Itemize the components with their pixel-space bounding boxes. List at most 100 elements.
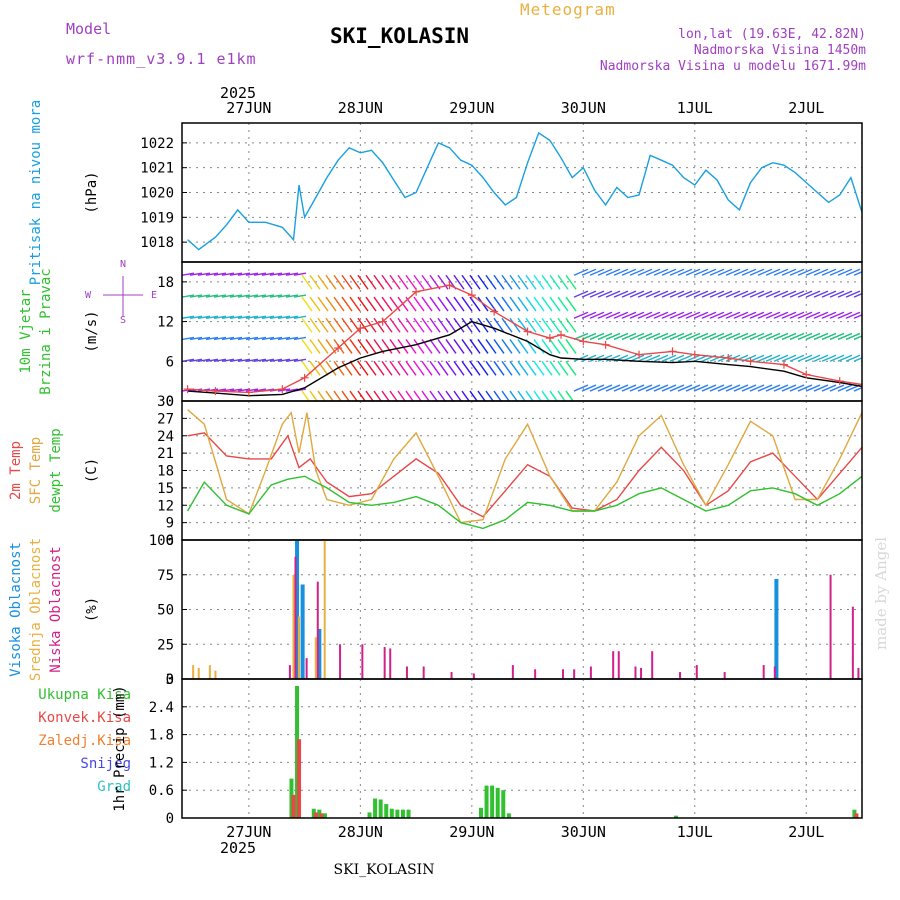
wind-arrow <box>701 384 717 392</box>
bar-precip <box>506 813 511 818</box>
wind-arrow <box>477 274 489 290</box>
wind-arrow <box>221 315 235 319</box>
wind-arrow <box>805 384 821 392</box>
panel-label: Srednja Oblacnost <box>28 538 44 681</box>
bar-precip <box>490 785 495 818</box>
wind-arrow <box>213 358 227 362</box>
wind-arrow <box>413 296 425 312</box>
wind-arrow <box>741 332 757 341</box>
wind-arrow <box>597 311 613 319</box>
wind-arrow <box>781 384 797 392</box>
wind-arrow <box>182 272 195 276</box>
panel-unit: (C) <box>84 458 100 483</box>
wind-arrow <box>453 274 465 290</box>
panel-cloud <box>181 539 863 680</box>
wind-arrow <box>357 360 369 376</box>
wind-arrow <box>365 274 377 290</box>
wind-arrow <box>485 360 497 376</box>
wind-arrow <box>605 384 621 392</box>
wind-arrow <box>677 290 693 298</box>
wind-arrow <box>853 292 862 298</box>
wind-arrow <box>733 354 749 362</box>
bar-precip <box>291 794 296 818</box>
wind-arrow <box>749 311 765 319</box>
wind-arrow <box>461 360 473 376</box>
panel-label: dewpt Temp <box>48 428 64 512</box>
y-tick-label: 0 <box>166 394 174 410</box>
wind-arrow <box>269 294 283 298</box>
bar-precip <box>319 813 324 818</box>
wind-arrow <box>397 360 409 376</box>
gust-marker <box>244 388 253 397</box>
wind-arrow <box>429 339 441 354</box>
wind-arrow <box>605 332 621 341</box>
wind-arrow <box>613 268 629 276</box>
wind-arrow <box>637 290 653 298</box>
wind-arrow <box>229 358 243 362</box>
wind-arrow <box>253 388 267 392</box>
bar-cloud <box>208 665 211 679</box>
wind-arrow <box>205 294 219 298</box>
precip-legend-label: Konvek.Kisa <box>38 710 131 726</box>
y-tick-label: 2.4 <box>149 700 174 716</box>
wind-arrow <box>845 311 861 319</box>
wind-arrow <box>285 294 299 298</box>
wind-arrow <box>685 311 701 319</box>
x-tick-label-top: 1JUL <box>677 99 713 117</box>
wind-arrow <box>373 296 385 312</box>
wind-arrow <box>533 339 545 354</box>
wind-arrow <box>269 272 283 276</box>
wind-arrow <box>341 390 350 401</box>
wind-arrow <box>629 290 645 298</box>
wind-arrow <box>629 332 645 341</box>
wind-arrow <box>765 290 781 298</box>
wind-arrow <box>301 339 313 354</box>
wind-arrow <box>261 294 275 298</box>
bar-cloud <box>316 581 319 679</box>
bar-cloud <box>857 667 860 679</box>
y-tick-label: 21 <box>157 446 174 462</box>
wind-arrow <box>661 332 677 341</box>
wind-arrow <box>485 274 497 290</box>
wind-arrow <box>389 296 401 312</box>
wind-arrow <box>669 268 685 276</box>
wind-arrow <box>685 268 701 276</box>
wind-arrow <box>557 317 569 333</box>
wind-arrow <box>253 294 267 298</box>
wind-arrow <box>485 317 497 333</box>
wind-arrow <box>837 311 853 319</box>
wind-arrow <box>389 360 401 376</box>
wind-arrow <box>413 360 425 376</box>
wind-arrow <box>829 354 845 362</box>
y-tick-label: 0 <box>166 811 174 827</box>
bar-cloud <box>617 651 620 679</box>
wind-arrow <box>229 294 243 298</box>
wind-arrow <box>773 332 789 341</box>
wind-arrow <box>549 296 561 312</box>
wind-arrow <box>557 360 569 376</box>
wind-arrow <box>781 311 797 319</box>
data-layer <box>182 268 862 401</box>
wind-arrow <box>389 390 398 401</box>
year-top-label: 2025 <box>220 84 256 102</box>
precip-legend-label: Snijeg <box>80 756 131 772</box>
wind-arrow <box>253 358 267 362</box>
compass-s: S <box>120 315 126 326</box>
wind-arrow <box>853 314 862 319</box>
wind-arrow <box>837 332 853 341</box>
wind-arrow <box>421 317 433 333</box>
gust-marker <box>557 330 566 339</box>
footer-label: SKI_KOLASIN <box>334 862 435 878</box>
wind-arrow <box>309 339 321 354</box>
precip-legend-label: Zaledj.Kisa <box>38 733 131 749</box>
wind-arrow <box>565 274 577 290</box>
wind-arrow <box>573 384 589 392</box>
wind-arrow <box>533 317 545 333</box>
wind-arrow <box>557 274 569 290</box>
wind-arrow <box>757 311 773 319</box>
wind-arrow <box>517 360 529 376</box>
wind-arrow <box>182 315 195 319</box>
x-tick-label-bottom: 28JUN <box>338 823 383 841</box>
wind-arrow <box>245 358 259 362</box>
wind-arrow <box>789 354 805 362</box>
